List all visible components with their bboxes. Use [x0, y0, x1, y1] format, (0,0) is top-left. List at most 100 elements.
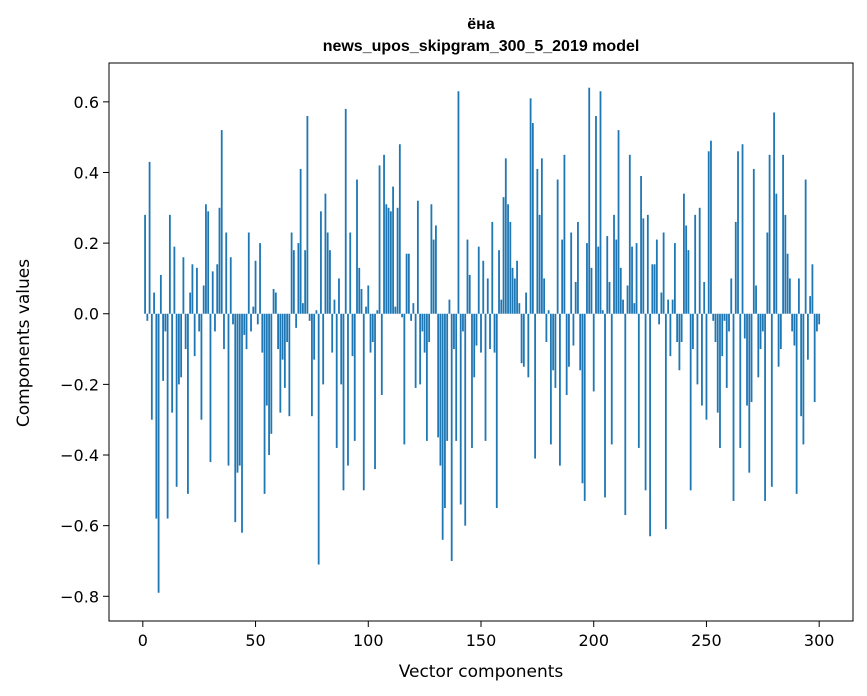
- bar-195: [581, 313, 584, 484]
- bar-247: [698, 207, 701, 314]
- bar-176: [538, 214, 541, 314]
- bar-125: [423, 313, 426, 353]
- bar-50: [254, 260, 257, 314]
- bar-297: [811, 264, 814, 314]
- bar-115: [401, 313, 403, 318]
- bar-193: [577, 221, 579, 314]
- bar-199: [590, 267, 593, 314]
- bar-139: [455, 313, 458, 441]
- bar-258: [723, 313, 726, 321]
- bar-153: [486, 278, 489, 314]
- bar-56: [268, 313, 270, 456]
- bar-238: [678, 313, 681, 371]
- bar-250: [705, 313, 708, 420]
- bar-149: [477, 246, 480, 314]
- y-tick-label: 0.2: [74, 234, 99, 253]
- bar-74: [308, 313, 311, 321]
- bar-286: [786, 253, 789, 314]
- bar-61: [279, 313, 282, 413]
- bar-279: [770, 313, 773, 487]
- x-tick-label: 0: [138, 631, 148, 650]
- bar-5: [153, 292, 155, 314]
- bar-214: [624, 313, 627, 516]
- bar-257: [721, 313, 724, 357]
- bar-107: [383, 154, 385, 314]
- bar-3: [148, 161, 151, 314]
- bar-154: [489, 313, 491, 350]
- bar-48: [250, 313, 252, 332]
- bar-194: [579, 313, 582, 371]
- bar-293: [802, 313, 805, 445]
- y-tick-label: −0.4: [60, 446, 99, 465]
- bar-93: [351, 313, 354, 357]
- bar-147: [473, 313, 476, 378]
- bar-281: [775, 193, 778, 314]
- bar-22: [191, 264, 194, 314]
- bar-248: [701, 313, 703, 406]
- bar-174: [534, 313, 537, 459]
- bar-103: [374, 313, 376, 470]
- bar-57: [270, 313, 273, 434]
- bar-143: [464, 313, 467, 526]
- bar-291: [797, 278, 800, 314]
- bar-140: [457, 91, 460, 314]
- bar-265: [739, 313, 742, 448]
- bar-42: [236, 313, 239, 473]
- bar-268: [746, 313, 748, 406]
- bar-167: [518, 303, 521, 314]
- bar-77: [315, 310, 318, 314]
- bar-17: [180, 313, 183, 378]
- bar-237: [676, 313, 679, 342]
- plot-frame: [108, 62, 854, 622]
- bar-36: [223, 313, 225, 350]
- bar-219: [635, 243, 638, 314]
- bar-217: [631, 246, 633, 314]
- bar-234: [669, 313, 672, 357]
- bar-45: [243, 313, 246, 335]
- bar-294: [804, 179, 807, 314]
- bar-90: [344, 108, 347, 314]
- bar-289: [793, 313, 796, 346]
- bar-96: [358, 267, 361, 314]
- bar-117: [405, 253, 408, 314]
- bar-28: [205, 204, 207, 314]
- bar-135: [446, 313, 449, 441]
- bar-186: [561, 239, 564, 314]
- bar-160: [502, 197, 505, 314]
- bar-251: [707, 151, 710, 314]
- bar-124: [421, 313, 424, 332]
- bar-54: [263, 313, 266, 494]
- bar-164: [511, 267, 514, 314]
- bar-85: [333, 299, 336, 314]
- bar-23: [193, 313, 196, 357]
- bar-222: [642, 218, 645, 314]
- bar-12: [168, 214, 171, 314]
- bar-157: [495, 313, 498, 508]
- bar-277: [766, 232, 769, 314]
- bar-138: [453, 313, 455, 350]
- bar-21: [189, 292, 192, 314]
- bar-145: [468, 274, 471, 314]
- y-tick-label: 0.6: [74, 93, 99, 112]
- bar-15: [175, 313, 178, 487]
- bar-64: [286, 313, 289, 342]
- bar-133: [441, 313, 444, 540]
- bar-150: [480, 313, 482, 353]
- x-axis-label: Vector components: [399, 662, 564, 682]
- bar-255: [716, 313, 719, 413]
- x-tick-label: 150: [466, 631, 497, 650]
- bar-121: [414, 313, 417, 388]
- x-tick-label: 300: [804, 631, 835, 650]
- bar-271: [752, 168, 755, 314]
- bar-226: [651, 264, 654, 314]
- bar-86: [335, 313, 338, 448]
- bar-111: [392, 186, 394, 314]
- bar-227: [653, 264, 656, 314]
- bar-202: [597, 246, 600, 314]
- y-axis-ticks: −0.8 −0.6 −0.4 −0.2 0.0 0.2 0.4 0.6: [60, 93, 109, 606]
- x-axis-ticks: 0 50 100 150 200 250 300: [138, 621, 835, 650]
- bar-29: [207, 211, 210, 314]
- bar-192: [574, 281, 577, 314]
- bar-246: [696, 313, 699, 385]
- bar-92: [349, 232, 352, 314]
